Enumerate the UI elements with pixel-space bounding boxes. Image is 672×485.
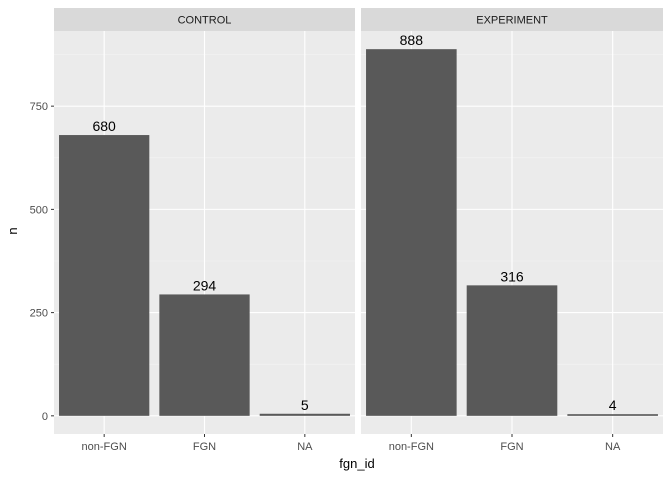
x-tick-label: non-FGN xyxy=(389,441,434,453)
bar-value-label: 316 xyxy=(500,268,524,284)
bar-value-label: 5 xyxy=(301,397,309,413)
bar-value-label: 888 xyxy=(400,32,424,48)
bar xyxy=(59,135,150,416)
y-axis-title: n xyxy=(5,227,20,234)
x-tick-label: FGN xyxy=(193,441,216,453)
bar xyxy=(466,285,558,416)
bar-value-label: 4 xyxy=(609,397,617,413)
y-tick-label: 500 xyxy=(30,204,48,216)
facet-label: EXPERIMENT xyxy=(476,15,548,27)
y-tick-label: 0 xyxy=(42,411,48,423)
y-tick-label: 750 xyxy=(30,101,48,113)
bar-value-label: 294 xyxy=(193,277,217,293)
facet-strip xyxy=(361,8,663,31)
bar xyxy=(366,49,457,416)
x-tick-label: NA xyxy=(605,441,621,453)
x-axis-title: fgn_id xyxy=(339,456,374,471)
bar xyxy=(567,414,658,416)
bar xyxy=(259,413,350,416)
bar xyxy=(159,294,250,416)
x-tick-label: NA xyxy=(297,441,313,453)
bar-value-label: 680 xyxy=(92,118,116,134)
facet-strip xyxy=(54,8,355,31)
facet-label: CONTROL xyxy=(178,15,232,27)
y-tick-label: 250 xyxy=(30,308,48,320)
x-tick-label: FGN xyxy=(500,441,523,453)
x-tick-label: non-FGN xyxy=(82,441,127,453)
